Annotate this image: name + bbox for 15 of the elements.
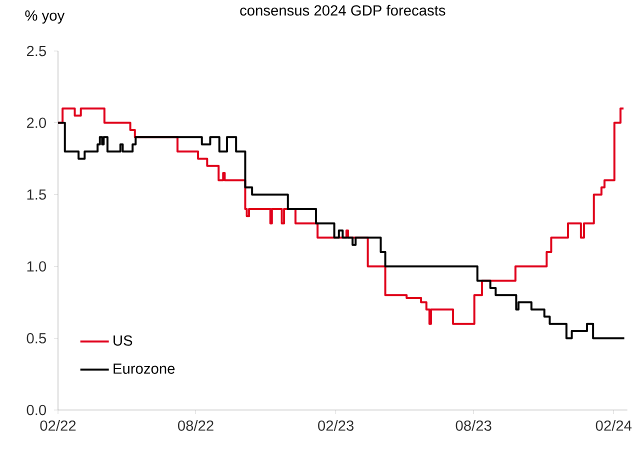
x-tick-label: 02/22 — [40, 420, 76, 431]
y-tick-label: 2.5 — [26, 46, 46, 56]
legend-label: US — [114, 335, 132, 346]
legend-label: Eurozone — [114, 364, 175, 374]
y-tick-label: 1.5 — [27, 189, 46, 200]
x-tick-label: 08/22 — [178, 420, 214, 431]
y-tick-label: 1.0 — [27, 261, 46, 272]
y-tick-label: 0.5 — [26, 333, 46, 344]
x-tick-label: 02/23 — [318, 420, 354, 431]
y-axis-title: % yoy — [25, 10, 65, 24]
x-tick-label: 08/23 — [456, 420, 492, 431]
chart-title: consensus 2024 GDP forecasts — [240, 4, 446, 16]
y-tick-label: 0.0 — [26, 404, 46, 416]
y-tick-label: 2.0 — [26, 118, 46, 128]
x-tick-label: 02/24 — [596, 420, 632, 431]
